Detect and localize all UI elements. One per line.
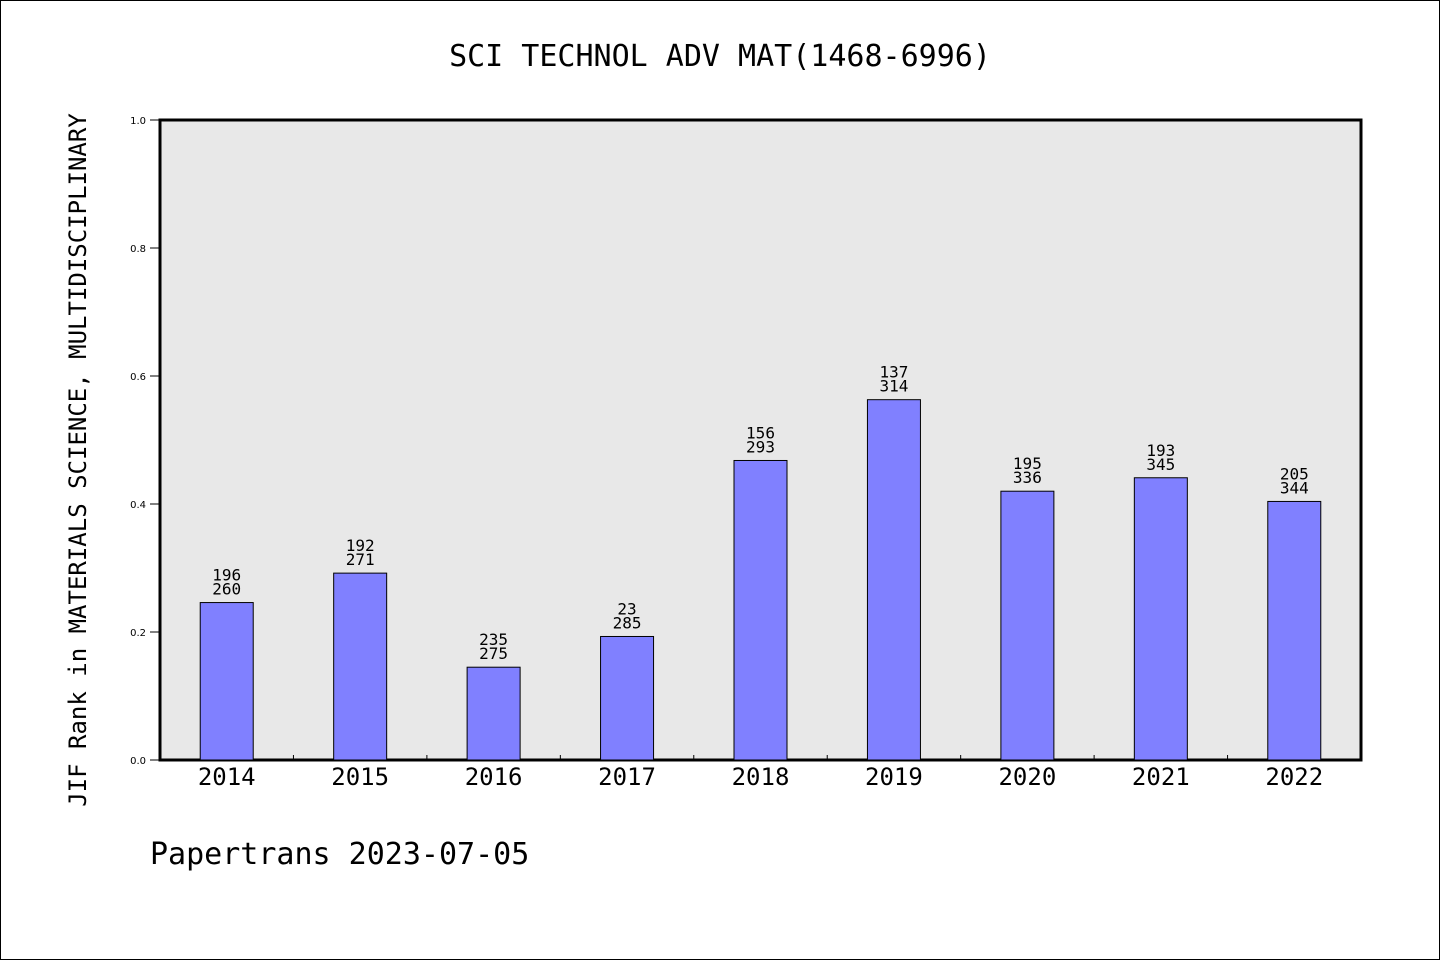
bar-2019 <box>866 399 921 761</box>
y-tick-label: 0.6 <box>130 372 146 383</box>
bar-data-label: 195 <box>1013 454 1042 473</box>
bar-data-label: 196 <box>212 566 241 585</box>
category-labels: 2014 2015 2016 2017 2018 2019 2020 2021 2022 <box>198 763 1323 791</box>
bar-2017 <box>600 635 655 761</box>
bar-data-label: 344 <box>1280 478 1309 497</box>
y-tick-label: 0.4 <box>130 500 146 511</box>
bar-data-label: 193 <box>1146 441 1175 460</box>
bar-data-label: 235 <box>479 630 508 649</box>
y-tick-label: 0.0 <box>130 756 146 767</box>
x-tick-label: 2022 <box>1265 763 1323 791</box>
x-tick-label: 2014 <box>198 763 256 791</box>
bar-data-label: 275 <box>479 644 508 663</box>
bar-2014 <box>199 602 254 761</box>
bar-data-label: 314 <box>879 377 908 396</box>
bar-data-label: 285 <box>613 613 642 632</box>
bar-data-label: 23 <box>617 599 636 618</box>
y-tick-label: 0.8 <box>130 244 146 255</box>
bar-2015 <box>333 572 388 761</box>
x-tick-label: 2018 <box>732 763 790 791</box>
y-tick-label: 0.2 <box>130 628 146 639</box>
bar-data-label: 205 <box>1280 464 1309 483</box>
bar-data-label: 336 <box>1013 468 1042 487</box>
bar-2022 <box>1267 500 1322 761</box>
bar-data-label: 156 <box>746 423 775 442</box>
x-tick-label: 2019 <box>865 763 923 791</box>
bar-data-label: 345 <box>1146 455 1175 474</box>
bar-2021 <box>1133 477 1188 761</box>
bar-2020 <box>1000 490 1055 761</box>
x-tick-label: 2017 <box>598 763 656 791</box>
footer-text: Papertrans 2023-07-05 <box>150 837 529 872</box>
bar-2016 <box>466 666 521 761</box>
bar-data-label: 271 <box>346 550 375 569</box>
x-tick-label: 2020 <box>998 763 1056 791</box>
chart-title: SCI TECHNOL ADV MAT(1468-6996) <box>449 39 991 74</box>
x-tick-label: 2016 <box>465 763 523 791</box>
bar-data-label: 192 <box>346 536 375 555</box>
bar-data-label: 260 <box>212 580 241 599</box>
x-tick-label: 2015 <box>331 763 389 791</box>
y-axis: 0.0 0.2 0.4 0.6 0.8 1.0 <box>130 116 160 767</box>
x-tick-label: 2021 <box>1132 763 1190 791</box>
bar-data-label: 293 <box>746 437 775 456</box>
y-axis-label: JIF Rank in MATERIALS SCIENCE, MULTIDISC… <box>64 113 92 807</box>
x-axis <box>292 755 1229 760</box>
y-tick-label: 1.0 <box>130 116 146 127</box>
bar-data-label: 137 <box>879 363 908 382</box>
bar-series <box>199 399 1322 761</box>
bar-2018 <box>733 459 788 761</box>
